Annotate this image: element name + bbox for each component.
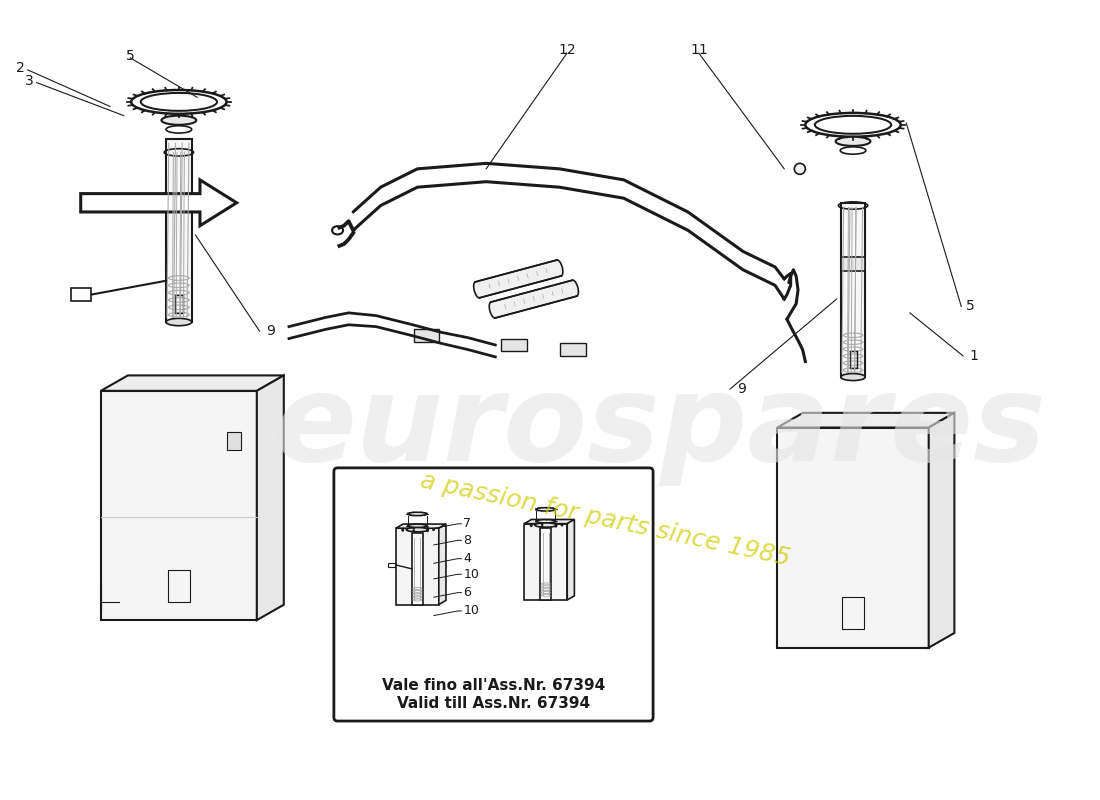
Bar: [840, 257, 866, 270]
Ellipse shape: [536, 519, 556, 523]
Circle shape: [412, 527, 415, 529]
Bar: [840, 202, 866, 377]
Text: 9: 9: [266, 324, 275, 338]
Ellipse shape: [166, 318, 191, 326]
Polygon shape: [101, 375, 284, 391]
Bar: [414, 330, 439, 342]
Text: 11: 11: [690, 42, 707, 57]
Circle shape: [402, 528, 404, 530]
Polygon shape: [491, 280, 576, 318]
Circle shape: [412, 530, 415, 532]
Text: a passion for parts since 1985: a passion for parts since 1985: [418, 468, 793, 570]
Polygon shape: [396, 524, 446, 528]
Polygon shape: [256, 375, 284, 620]
Ellipse shape: [406, 527, 428, 532]
Bar: [778, 427, 928, 648]
Circle shape: [561, 524, 563, 526]
Text: 3: 3: [25, 74, 34, 88]
Bar: [70, 288, 91, 301]
Circle shape: [530, 524, 532, 525]
Text: eurospares: eurospares: [274, 369, 1047, 486]
Ellipse shape: [536, 508, 556, 511]
Circle shape: [530, 525, 532, 526]
Text: 8: 8: [463, 534, 471, 547]
Ellipse shape: [535, 523, 557, 527]
Text: 2: 2: [15, 61, 24, 75]
Ellipse shape: [490, 302, 497, 318]
Ellipse shape: [556, 260, 563, 276]
Bar: [168, 570, 190, 602]
Polygon shape: [778, 413, 955, 427]
Ellipse shape: [571, 280, 579, 296]
Ellipse shape: [162, 116, 196, 125]
Text: 1: 1: [970, 349, 979, 363]
Bar: [411, 533, 424, 605]
Bar: [500, 338, 527, 351]
Circle shape: [427, 530, 428, 531]
Bar: [166, 138, 191, 322]
Ellipse shape: [474, 282, 482, 298]
Circle shape: [541, 523, 543, 524]
Circle shape: [541, 526, 543, 527]
Text: Valid till Ass.Nr. 67394: Valid till Ass.Nr. 67394: [397, 696, 590, 711]
Circle shape: [402, 530, 404, 531]
Text: 10: 10: [463, 568, 480, 581]
Bar: [525, 524, 568, 600]
Text: 5: 5: [966, 299, 975, 314]
Polygon shape: [439, 524, 446, 605]
Bar: [227, 432, 241, 450]
Bar: [166, 195, 191, 210]
Text: 6: 6: [463, 586, 471, 599]
Ellipse shape: [836, 137, 870, 146]
Text: 4: 4: [463, 552, 471, 565]
Bar: [101, 391, 256, 620]
Circle shape: [556, 523, 557, 525]
Text: 5: 5: [125, 49, 134, 63]
FancyBboxPatch shape: [334, 468, 653, 721]
Polygon shape: [80, 180, 236, 226]
Ellipse shape: [408, 512, 427, 515]
Text: 12: 12: [558, 42, 575, 57]
Bar: [388, 563, 395, 567]
Polygon shape: [568, 519, 574, 600]
Circle shape: [794, 163, 805, 174]
Circle shape: [427, 528, 428, 530]
Ellipse shape: [840, 374, 866, 381]
Bar: [175, 294, 183, 313]
Bar: [560, 343, 586, 356]
Ellipse shape: [332, 226, 343, 234]
Bar: [540, 529, 551, 600]
Text: 7: 7: [463, 518, 471, 530]
Bar: [396, 528, 439, 605]
Text: 9: 9: [737, 382, 746, 396]
Circle shape: [556, 526, 557, 527]
Bar: [842, 598, 864, 630]
Text: Vale fino all'Ass.Nr. 67394: Vale fino all'Ass.Nr. 67394: [382, 678, 605, 693]
Polygon shape: [525, 519, 574, 524]
Bar: [849, 351, 857, 368]
Bar: [542, 584, 549, 594]
Ellipse shape: [408, 524, 427, 527]
Bar: [414, 588, 420, 599]
Polygon shape: [475, 260, 561, 298]
Circle shape: [433, 529, 435, 530]
Polygon shape: [928, 413, 955, 648]
Text: 10: 10: [463, 605, 480, 618]
